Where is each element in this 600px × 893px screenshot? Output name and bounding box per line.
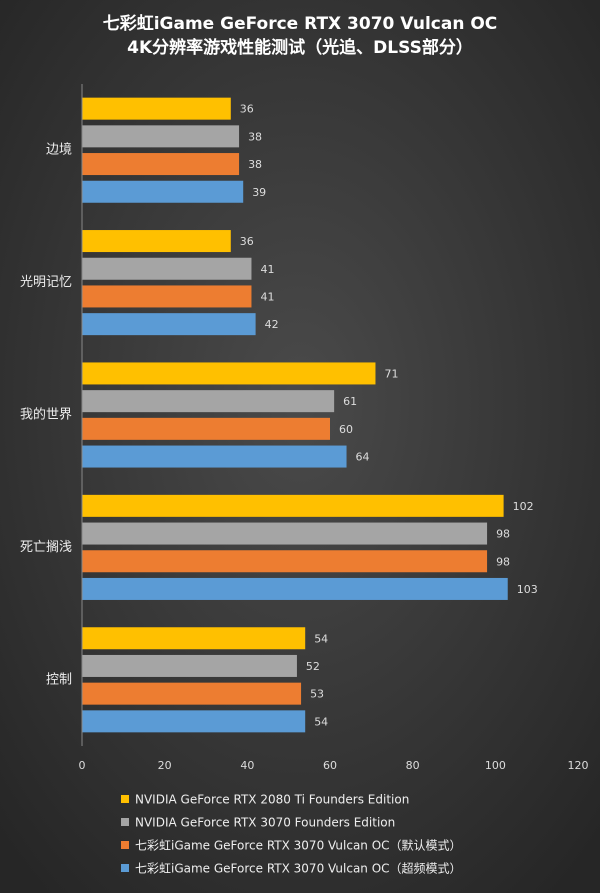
bar: [82, 180, 244, 203]
value-label: 41: [260, 263, 274, 276]
legend-label: NVIDIA GeForce RTX 2080 Ti Founders Edit…: [135, 793, 409, 807]
x-tick-label: 100: [485, 759, 506, 772]
x-tick-label: 120: [568, 759, 589, 772]
value-label: 98: [496, 528, 510, 541]
y-tick-label: 死亡搁浅: [20, 540, 72, 555]
value-label: 103: [517, 583, 538, 596]
bar: [82, 285, 252, 308]
value-label: 39: [252, 186, 266, 199]
bar: [82, 577, 508, 600]
y-tick-label: 边境: [46, 143, 72, 158]
value-label: 42: [265, 318, 279, 331]
bar: [82, 125, 240, 148]
value-label: 60: [339, 423, 353, 436]
bar: [82, 522, 488, 545]
value-label: 36: [240, 103, 254, 116]
chart-title: 4K分辨率游戏性能测试（光追、DLSS部分）: [127, 37, 473, 58]
bar: [82, 445, 347, 468]
bar: [82, 710, 306, 733]
x-tick-label: 40: [240, 759, 254, 772]
bar: [82, 654, 297, 677]
value-label: 52: [306, 660, 320, 673]
x-tick-label: 20: [158, 759, 172, 772]
chart-title: 七彩虹iGame GeForce RTX 3070 Vulcan OC: [103, 14, 498, 34]
value-label: 71: [384, 367, 398, 380]
x-tick-label: 0: [79, 759, 86, 772]
legend-label: 七彩虹iGame GeForce RTX 3070 Vulcan OC（默认模式…: [135, 838, 462, 853]
value-label: 64: [356, 451, 370, 464]
bar: [82, 494, 504, 517]
bar: [82, 390, 335, 413]
bar: [82, 230, 231, 253]
legend-label: NVIDIA GeForce RTX 3070 Founders Edition: [135, 816, 395, 830]
y-tick-label: 控制: [46, 672, 72, 687]
bar: [82, 362, 376, 385]
value-label: 102: [513, 500, 534, 513]
y-tick-label: 光明记忆: [20, 274, 72, 290]
value-label: 54: [314, 715, 328, 728]
value-label: 98: [496, 555, 510, 568]
x-tick-label: 60: [323, 759, 337, 772]
bar: [82, 97, 231, 120]
legend-marker: [121, 864, 129, 872]
bar: [82, 257, 252, 280]
legend-marker: [121, 818, 129, 826]
legend-label: 七彩虹iGame GeForce RTX 3070 Vulcan OC（超频模式…: [135, 861, 462, 876]
x-tick-label: 80: [406, 759, 420, 772]
value-label: 61: [343, 395, 357, 408]
bar: [82, 313, 256, 336]
value-label: 41: [260, 290, 274, 303]
value-label: 54: [314, 632, 328, 645]
bar: [82, 153, 240, 176]
legend-marker: [121, 841, 129, 849]
bar: [82, 550, 488, 573]
value-label: 38: [248, 158, 262, 171]
value-label: 38: [248, 130, 262, 143]
y-tick-label: 我的世界: [20, 407, 72, 423]
bar: [82, 682, 302, 705]
bar: [82, 417, 330, 440]
legend-marker: [121, 795, 129, 803]
value-label: 36: [240, 235, 254, 248]
value-label: 53: [310, 688, 324, 701]
bar: [82, 627, 306, 650]
